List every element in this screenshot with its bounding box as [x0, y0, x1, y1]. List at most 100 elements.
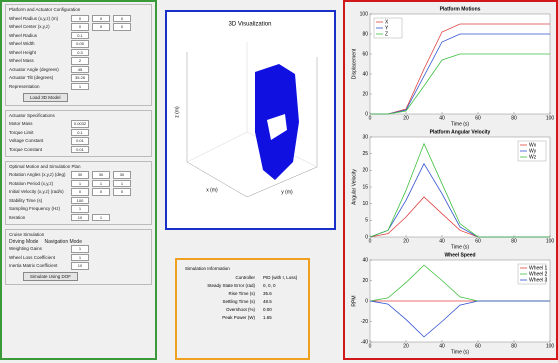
x-tick-label: 0 — [369, 343, 372, 349]
y-tick-label: 20 — [362, 278, 368, 284]
field-label: Wheel Radius (x,y,z) (m) — [9, 16, 71, 21]
section-title: Platform and Actuator Configuration — [9, 7, 148, 12]
summary-title: Simulation Information — [185, 266, 300, 271]
y-tick-label: 0 — [365, 298, 368, 304]
x-tick-label: 40 — [439, 115, 445, 121]
input[interactable]: 1 — [113, 180, 131, 188]
y-tick-label: 100 — [360, 11, 369, 17]
field-label: Representation — [9, 84, 71, 89]
summary-value: 1.65 — [263, 315, 272, 323]
field-row: Actuator Angle (degrees)45 — [9, 65, 148, 74]
y-tick-label: 0 — [365, 111, 368, 117]
x-tick-label: 40 — [439, 343, 445, 349]
field-label: Actuator Angle (degrees) — [9, 67, 71, 72]
input[interactable]: 10 — [71, 262, 89, 270]
section-title: Cruise Simulation — [9, 232, 148, 237]
input[interactable]: 10 — [71, 214, 89, 222]
field-label: Iteration — [9, 215, 71, 220]
x-tick-label: 20 — [403, 115, 409, 121]
input[interactable]: 1 — [92, 180, 110, 188]
field-row: Torque Limit0.1 — [9, 128, 148, 137]
y-tick-label: 80 — [362, 31, 368, 37]
input[interactable]: 0 — [113, 188, 131, 196]
input[interactable]: 0.1 — [71, 129, 89, 137]
x-tick-label: 80 — [511, 238, 517, 244]
y-label: y (m) — [281, 189, 293, 195]
input[interactable]: 1 — [71, 83, 89, 91]
input[interactable]: 0 — [92, 23, 110, 31]
y-axis-label: Angular Velocity — [351, 169, 357, 205]
x-tick-label: 60 — [475, 343, 481, 349]
input[interactable]: 0.0032 — [71, 120, 89, 128]
y-tick-label: 30 — [362, 134, 368, 140]
input[interactable]: 100 — [71, 197, 89, 205]
input[interactable]: 1 — [71, 254, 89, 262]
input[interactable]: 0 — [71, 23, 89, 31]
y-tick-label: 40 — [362, 257, 368, 263]
tab[interactable]: Navigation Mode — [44, 239, 82, 245]
field-label: Rotation Angles (x,y,z) (deg) — [9, 172, 71, 177]
input[interactable]: 30 — [71, 171, 89, 179]
input[interactable]: 0.3 — [71, 49, 89, 57]
input[interactable]: 0 — [71, 188, 89, 196]
input[interactable]: 30 — [113, 171, 131, 179]
field-row: Weighting Gains1 — [9, 245, 148, 254]
y-tick-label: 20 — [362, 91, 368, 97]
y-tick-label: -20 — [361, 319, 368, 325]
field-row: Inertia Matrix Coefficient10 — [9, 262, 148, 271]
input[interactable]: 0.1 — [71, 32, 89, 40]
field-row: Wheel Loss Coefficient1 — [9, 253, 148, 262]
x-tick-label: 0 — [369, 115, 372, 121]
field-label: Wheel Height — [9, 50, 71, 55]
x-tick-label: 20 — [403, 343, 409, 349]
section: Platform and Actuator Configuration Wheel… — [5, 4, 152, 106]
input[interactable]: 0.01 — [71, 146, 89, 154]
field-label: Sampling Frequency (Hz) — [9, 206, 71, 211]
input[interactable]: 0.01 — [71, 137, 89, 145]
plots: Platform Motions 0 20 40 60 80 100 0 20 40 60 80 100… — [345, 2, 556, 358]
input[interactable]: 45 — [71, 66, 89, 74]
x-label: x (m) — [206, 187, 218, 193]
input[interactable]: 0 — [71, 15, 89, 23]
z-label: z (m) — [174, 106, 180, 118]
input[interactable]: 1 — [71, 245, 89, 253]
x-tick-label: 100 — [546, 238, 555, 244]
legend-label: Wz — [529, 154, 537, 160]
y-tick-label: 5 — [365, 218, 368, 224]
section: Cruise Simulation Driving Mode Navigation … — [5, 229, 152, 286]
legend-label: Wheel 3 — [529, 277, 548, 283]
field-label: Wheel Mass — [9, 58, 71, 63]
tab[interactable]: Driving Mode — [9, 239, 38, 245]
legend-label: Z — [385, 31, 388, 37]
input[interactable]: 0 — [113, 15, 131, 23]
input[interactable]: 0 — [92, 188, 110, 196]
input[interactable]: 1 — [92, 214, 110, 222]
field-label: Wheel Center (x,y,z) — [9, 24, 71, 29]
input[interactable]: 1 — [71, 180, 89, 188]
summary-value: PID (with I, Loss) — [263, 275, 297, 283]
input[interactable]: 0 — [92, 15, 110, 23]
input[interactable]: 0.05 — [71, 40, 89, 48]
summary-row: Steady State Error (rad)0, 0, 0 — [185, 283, 300, 291]
input[interactable]: 2 — [71, 57, 89, 65]
summary-value: 48.5 — [263, 299, 272, 307]
button[interactable]: Simulate Using DOF — [23, 272, 78, 281]
summary-row: Settling Time (s)48.5 — [185, 299, 300, 307]
input[interactable]: 1 — [71, 205, 89, 213]
input[interactable]: 35.26 — [71, 74, 89, 82]
y-axis-label: Displacement — [351, 48, 357, 79]
button[interactable]: Load 3D Model — [23, 93, 68, 102]
input[interactable]: 0 — [113, 23, 131, 31]
summary-label: Peak Power (W) — [185, 315, 263, 323]
x-tick-label: 100 — [546, 115, 555, 121]
viz-title: 3D Visualization — [229, 22, 272, 28]
input[interactable]: 30 — [92, 171, 110, 179]
chart-title: Platform Motions — [440, 6, 481, 12]
x-tick-label: 60 — [475, 238, 481, 244]
y-tick-label: 20 — [362, 168, 368, 174]
x-tick-label: 0 — [369, 238, 372, 244]
field-row: Sampling Frequency (Hz)1 — [9, 205, 148, 214]
